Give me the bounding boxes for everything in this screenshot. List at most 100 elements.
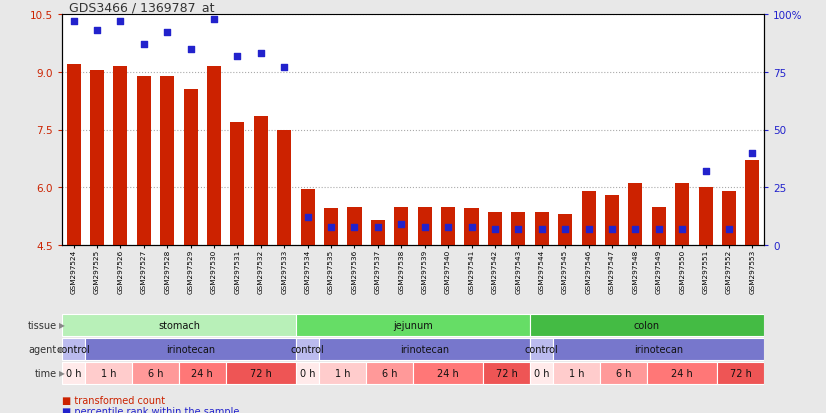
- Bar: [488, 213, 502, 245]
- Bar: [722, 192, 736, 245]
- Text: control: control: [291, 344, 325, 354]
- Bar: [348, 207, 362, 245]
- Text: ▶: ▶: [59, 345, 64, 354]
- Bar: [629, 184, 643, 245]
- Point: [254, 51, 268, 57]
- Bar: [113, 67, 127, 245]
- Text: jejunum: jejunum: [393, 320, 433, 330]
- Text: ■ percentile rank within the sample: ■ percentile rank within the sample: [62, 406, 240, 413]
- Bar: [394, 207, 408, 245]
- Bar: [132, 362, 179, 384]
- Point: [676, 226, 689, 233]
- Text: 6 h: 6 h: [382, 368, 397, 378]
- Point: [230, 53, 244, 60]
- Bar: [558, 215, 572, 245]
- Text: time: time: [35, 368, 57, 378]
- Text: irinotecan: irinotecan: [400, 344, 449, 354]
- Bar: [413, 362, 483, 384]
- Point: [325, 224, 338, 230]
- Point: [184, 46, 197, 53]
- Point: [90, 28, 104, 34]
- Bar: [85, 338, 296, 360]
- Bar: [278, 130, 292, 245]
- Bar: [605, 195, 619, 245]
- Bar: [745, 161, 759, 245]
- Point: [652, 226, 665, 233]
- Point: [278, 65, 291, 71]
- Bar: [296, 314, 530, 336]
- Bar: [717, 362, 764, 384]
- Text: 0 h: 0 h: [534, 368, 549, 378]
- Bar: [254, 117, 268, 245]
- Text: 1 h: 1 h: [101, 368, 116, 378]
- Bar: [418, 207, 432, 245]
- Bar: [553, 362, 601, 384]
- Bar: [230, 123, 244, 245]
- Bar: [553, 338, 764, 360]
- Text: GDS3466 / 1369787_at: GDS3466 / 1369787_at: [69, 1, 215, 14]
- Bar: [207, 67, 221, 245]
- Point: [699, 169, 712, 175]
- Point: [114, 19, 127, 25]
- Bar: [225, 362, 296, 384]
- Bar: [483, 362, 530, 384]
- Bar: [62, 338, 85, 360]
- Bar: [90, 71, 104, 245]
- Point: [535, 226, 548, 233]
- Point: [348, 224, 361, 230]
- Point: [301, 214, 314, 221]
- Text: control: control: [57, 344, 91, 354]
- Bar: [183, 90, 197, 245]
- Bar: [464, 209, 478, 245]
- Bar: [530, 338, 553, 360]
- Point: [207, 16, 221, 23]
- Bar: [582, 192, 596, 245]
- Bar: [699, 188, 713, 245]
- Text: 72 h: 72 h: [250, 368, 272, 378]
- Bar: [675, 184, 689, 245]
- Text: 72 h: 72 h: [496, 368, 518, 378]
- Point: [137, 42, 150, 48]
- Point: [488, 226, 501, 233]
- Bar: [324, 209, 338, 245]
- Bar: [647, 362, 717, 384]
- Text: ▶: ▶: [59, 321, 64, 330]
- Text: 1 h: 1 h: [569, 368, 585, 378]
- Bar: [301, 190, 315, 245]
- Bar: [62, 362, 85, 384]
- Point: [746, 150, 759, 157]
- Point: [160, 30, 173, 37]
- Text: 72 h: 72 h: [729, 368, 752, 378]
- Point: [418, 224, 431, 230]
- Bar: [441, 207, 455, 245]
- Bar: [320, 338, 530, 360]
- Text: 24 h: 24 h: [192, 368, 213, 378]
- Text: stomach: stomach: [158, 320, 200, 330]
- Bar: [179, 362, 225, 384]
- Bar: [530, 314, 764, 336]
- Point: [722, 226, 735, 233]
- Bar: [652, 207, 666, 245]
- Point: [558, 226, 572, 233]
- Text: 6 h: 6 h: [148, 368, 164, 378]
- Point: [465, 224, 478, 230]
- Point: [582, 226, 595, 233]
- Bar: [511, 213, 525, 245]
- Text: 24 h: 24 h: [437, 368, 459, 378]
- Bar: [62, 314, 296, 336]
- Bar: [85, 362, 132, 384]
- Bar: [296, 338, 320, 360]
- Bar: [67, 65, 81, 245]
- Point: [511, 226, 525, 233]
- Text: 0 h: 0 h: [66, 368, 82, 378]
- Bar: [366, 362, 413, 384]
- Bar: [534, 213, 548, 245]
- Bar: [137, 76, 151, 245]
- Text: irinotecan: irinotecan: [634, 344, 683, 354]
- Text: 24 h: 24 h: [672, 368, 693, 378]
- Bar: [371, 221, 385, 245]
- Text: control: control: [525, 344, 558, 354]
- Text: 1 h: 1 h: [335, 368, 350, 378]
- Bar: [530, 362, 553, 384]
- Text: tissue: tissue: [28, 320, 57, 330]
